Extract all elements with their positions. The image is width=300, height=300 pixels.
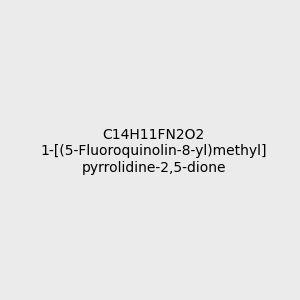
Text: C14H11FN2O2
1-[(5-Fluoroquinolin-8-yl)methyl]
pyrrolidine-2,5-dione: C14H11FN2O2 1-[(5-Fluoroquinolin-8-yl)me…	[40, 128, 267, 175]
